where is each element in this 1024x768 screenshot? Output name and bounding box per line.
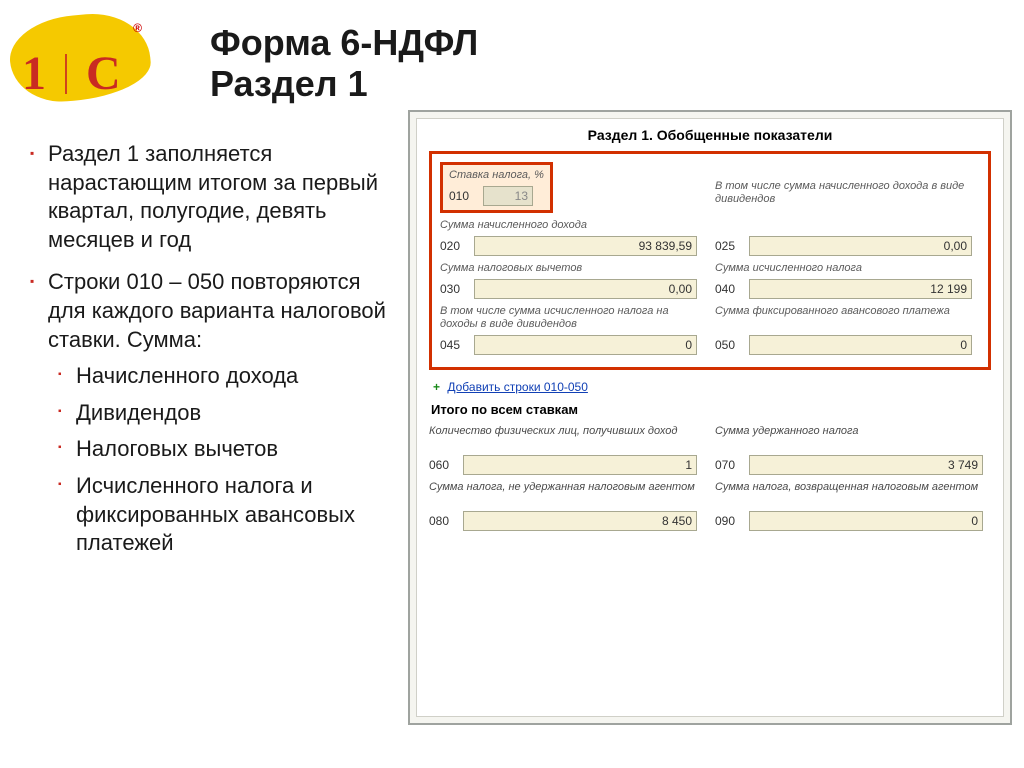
logo-text: 1｜С [22, 50, 121, 98]
totals-block: Количество физических лиц, получивших до… [429, 423, 991, 535]
section-title: Раздел 1. Обобщенные показатели [429, 127, 991, 143]
code-080: 080 [429, 514, 463, 528]
r030-label: Сумма налоговых вычетов [440, 262, 697, 276]
r080-label: Сумма налога, не удержанная налоговым аг… [429, 481, 697, 508]
form-panel-inner: Раздел 1. Обобщенные показатели Ставка н… [416, 118, 1004, 717]
r060-label: Количество физических лиц, получивших до… [429, 425, 697, 452]
add-rows-link[interactable]: + Добавить строки 010-050 [433, 380, 991, 394]
tax-rate-highlight: Ставка налога, % 010 13 [440, 162, 553, 213]
code-030: 030 [440, 282, 474, 296]
input-010[interactable]: 13 [483, 186, 533, 206]
code-070: 070 [715, 458, 749, 472]
r020-label: Сумма начисленного дохода [440, 219, 697, 233]
code-010: 010 [449, 189, 483, 203]
bullet-2-text: Строки 010 – 050 повторяются для каждого… [48, 269, 386, 351]
r040-label: Сумма исчисленного налога [715, 262, 972, 276]
input-090[interactable]: 0 [749, 511, 983, 531]
r090-label: Сумма налога, возвращенная налоговым аге… [715, 481, 983, 508]
input-060[interactable]: 1 [463, 455, 697, 475]
code-025: 025 [715, 239, 749, 253]
input-040[interactable]: 12 199 [749, 279, 972, 299]
sub-bullet-3: Налоговых вычетов [48, 435, 400, 464]
r070-label: Сумма удержанного налога [715, 425, 983, 452]
title-line2: Раздел 1 [210, 63, 368, 104]
add-rows-text: Добавить строки 010-050 [447, 380, 588, 394]
r025-label-spacer [715, 219, 972, 233]
r025-label: В том числе сумма начисленного дохода в … [715, 180, 972, 207]
highlight-box: Ставка налога, % 010 13 В том числе сумм… [429, 151, 991, 370]
code-090: 090 [715, 514, 749, 528]
form-panel: Раздел 1. Обобщенные показатели Ставка н… [408, 110, 1012, 725]
code-060: 060 [429, 458, 463, 472]
description-column: Раздел 1 заполняется нарастающим итогом … [30, 140, 400, 572]
sub-bullet-4: Исчисленного налога и фиксированных аван… [48, 472, 400, 558]
title-line1: Форма 6-НДФЛ [210, 22, 478, 63]
code-040: 040 [715, 282, 749, 296]
r050-label: Сумма фиксированного авансового платежа [715, 305, 972, 332]
input-045[interactable]: 0 [474, 335, 697, 355]
code-050: 050 [715, 338, 749, 352]
totals-title: Итого по всем ставкам [431, 402, 991, 417]
page-title: Форма 6-НДФЛ Раздел 1 [210, 22, 478, 105]
code-020: 020 [440, 239, 474, 253]
r045-label: В том числе сумма исчисленного налога на… [440, 305, 697, 332]
registered-mark: ® [133, 21, 142, 35]
input-070[interactable]: 3 749 [749, 455, 983, 475]
input-050[interactable]: 0 [749, 335, 972, 355]
bullet-1: Раздел 1 заполняется нарастающим итогом … [30, 140, 400, 254]
input-025[interactable]: 0,00 [749, 236, 972, 256]
bullet-2: Строки 010 – 050 повторяются для каждого… [30, 268, 400, 557]
input-020[interactable]: 93 839,59 [474, 236, 697, 256]
input-080[interactable]: 8 450 [463, 511, 697, 531]
code-045: 045 [440, 338, 474, 352]
sub-bullet-1: Начисленного дохода [48, 362, 400, 391]
input-030[interactable]: 0,00 [474, 279, 697, 299]
rate-label: Ставка налога, % [449, 169, 544, 183]
sub-bullet-2: Дивидендов [48, 399, 400, 428]
plus-icon: + [433, 380, 440, 394]
logo-1c: ® 1｜С [10, 15, 150, 100]
